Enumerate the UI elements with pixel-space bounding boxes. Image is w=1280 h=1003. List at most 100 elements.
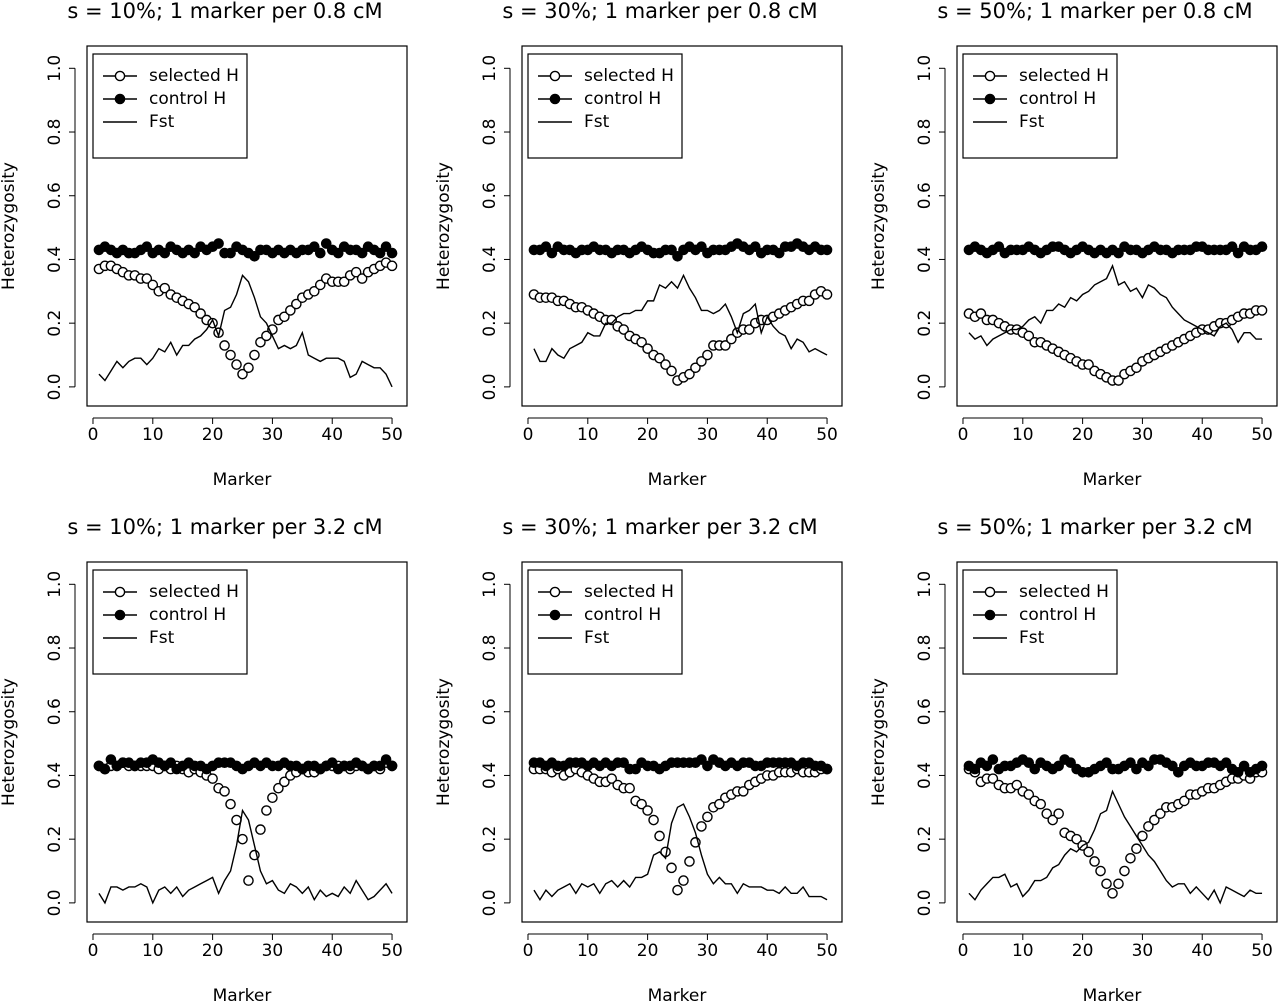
data-point xyxy=(720,340,731,351)
data-point xyxy=(993,241,1005,253)
data-point xyxy=(678,875,689,886)
data-point xyxy=(702,811,713,823)
data-point xyxy=(255,336,266,348)
data-point xyxy=(666,365,677,377)
y-tick-label: 1.0 xyxy=(915,571,935,598)
data-point xyxy=(749,241,761,253)
legend-marker xyxy=(984,93,996,105)
legend-marker xyxy=(549,586,561,598)
y-tick-label: 0.4 xyxy=(480,246,500,273)
y-tick-label: 0.6 xyxy=(45,182,65,209)
data-point xyxy=(1101,878,1112,890)
x-tick-label: 50 xyxy=(381,941,403,961)
data-point xyxy=(249,349,260,361)
x-tick-label: 10 xyxy=(142,941,164,961)
data-point xyxy=(147,279,159,291)
data-point xyxy=(702,760,713,772)
data-point xyxy=(642,343,653,354)
y-axis-label: Heterozygosity xyxy=(0,162,19,290)
y-tick-label: 0.0 xyxy=(45,889,65,916)
x-tick-label: 10 xyxy=(1012,941,1034,961)
x-tick-label: 30 xyxy=(697,941,719,961)
legend-marker xyxy=(549,609,561,621)
data-point xyxy=(380,754,392,765)
x-tick-label: 40 xyxy=(321,941,343,961)
y-tick-label: 0.8 xyxy=(480,118,500,145)
data-point xyxy=(1155,808,1166,819)
series-line xyxy=(533,273,828,363)
series-line xyxy=(98,274,393,388)
data-point xyxy=(225,349,236,361)
data-point xyxy=(1256,760,1268,772)
data-point xyxy=(291,298,302,310)
data-point xyxy=(666,244,677,256)
plot-box xyxy=(956,561,1278,923)
plot-box xyxy=(521,561,843,923)
y-tick-label: 0.2 xyxy=(45,826,65,853)
data-point xyxy=(279,311,290,323)
x-tick-label: 0 xyxy=(523,941,534,961)
data-point xyxy=(386,247,398,259)
x-tick-label: 10 xyxy=(142,425,164,445)
y-tick-label: 0.0 xyxy=(45,373,65,400)
panel: s = 30%; 1 marker per 3.2 cM 0.0 0.2 0.4 0.6… xyxy=(434,515,843,1003)
x-tick-label: 50 xyxy=(816,425,838,445)
data-point xyxy=(1167,760,1178,772)
data-point xyxy=(1113,878,1124,890)
data-point xyxy=(738,786,749,797)
data-point xyxy=(1220,757,1232,769)
chart-title: s = 30%; 1 marker per 3.2 cM xyxy=(502,515,817,539)
data-point xyxy=(1041,808,1053,819)
series-line xyxy=(533,803,828,902)
data-point xyxy=(1232,766,1244,778)
data-point xyxy=(618,757,629,769)
y-tick-label: 0.6 xyxy=(915,182,935,209)
data-point xyxy=(666,862,677,874)
data-point xyxy=(1178,795,1190,807)
y-tick-label: 1.0 xyxy=(915,55,935,82)
data-point xyxy=(374,247,386,259)
data-point xyxy=(189,301,200,313)
data-point xyxy=(654,830,665,842)
panel: s = 50%; 1 marker per 0.8 cM 0.0 0.2 0.4 0.6… xyxy=(869,0,1278,490)
data-point xyxy=(1071,833,1082,845)
data-point xyxy=(672,250,683,262)
y-tick-label: 0.8 xyxy=(45,634,65,661)
data-point xyxy=(1047,814,1059,826)
data-point xyxy=(1035,798,1047,810)
legend-label: control H xyxy=(1019,605,1096,625)
data-point xyxy=(308,286,320,297)
data-point xyxy=(261,805,272,816)
data-point xyxy=(1131,763,1142,775)
data-point xyxy=(1131,843,1142,855)
legend-label: control H xyxy=(149,605,226,625)
data-point xyxy=(141,273,153,284)
panel: s = 30%; 1 marker per 0.8 cM 0.0 0.2 0.4 0.6… xyxy=(434,0,843,490)
x-tick-label: 0 xyxy=(958,425,969,445)
x-axis-label: Marker xyxy=(1083,470,1142,490)
data-point xyxy=(1113,247,1124,259)
chart-title: s = 30%; 1 marker per 0.8 cM xyxy=(502,0,817,23)
data-point xyxy=(1023,330,1035,342)
panel: s = 10%; 1 marker per 3.2 cM 0.0 0.2 0.4 0.6… xyxy=(0,515,408,1003)
data-point xyxy=(261,330,272,342)
data-point xyxy=(1089,856,1100,867)
data-point xyxy=(285,305,296,316)
data-point xyxy=(231,359,242,370)
y-tick-label: 0.0 xyxy=(480,889,500,916)
data-point xyxy=(987,773,999,784)
data-point xyxy=(1125,852,1136,864)
series-line xyxy=(968,789,1263,905)
x-axis-label: Marker xyxy=(213,986,272,1003)
data-point xyxy=(606,314,618,326)
data-point xyxy=(1256,305,1268,316)
data-point xyxy=(630,763,641,775)
data-point xyxy=(1143,760,1154,772)
data-point xyxy=(606,773,618,784)
x-axis-label: Marker xyxy=(648,470,707,490)
data-point xyxy=(726,333,737,345)
data-point xyxy=(1232,247,1244,259)
y-tick-label: 1.0 xyxy=(45,55,65,82)
legend-marker xyxy=(984,609,996,621)
x-tick-label: 30 xyxy=(697,425,719,445)
